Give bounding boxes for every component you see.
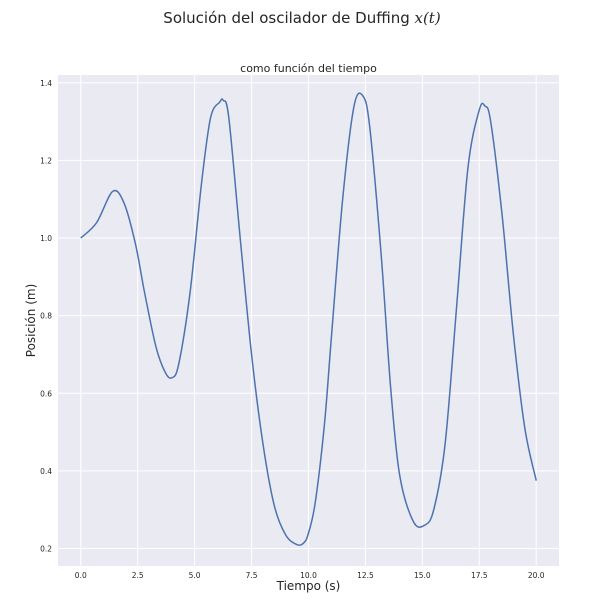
x-tick-label: 20.0 (528, 571, 545, 580)
x-tick-label: 15.0 (414, 571, 431, 580)
axes-title: como función del tiempo (240, 62, 377, 75)
y-tick-labels: 0.2 0.4 0.6 0.8 1.0 1.2 1.4 (40, 79, 52, 554)
y-tick-label: 0.2 (40, 545, 52, 554)
x-tick-label: 0.0 (75, 571, 87, 580)
x-axis-label: Tiempo (s) (276, 579, 341, 593)
y-tick-label: 1.0 (40, 234, 52, 243)
x-tick-label: 10.0 (300, 571, 317, 580)
y-tick-label: 1.2 (40, 156, 52, 165)
x-tick-labels: 0.0 2.5 5.0 7.5 10.0 12.5 15.0 17.5 20.0 (75, 571, 545, 580)
series-layer (80, 92, 537, 546)
y-axis-label: Posición (m) (24, 284, 38, 357)
y-tick-label: 0.8 (40, 312, 52, 321)
x-tick-label: 17.5 (471, 571, 488, 580)
series-line-0 (80, 92, 537, 546)
suptitle-text: Solución del oscilador de Duffing (163, 9, 415, 27)
x-tick-label: 5.0 (189, 571, 201, 580)
x-tick-label: 2.5 (132, 571, 144, 580)
grid-lines (58, 75, 559, 566)
y-tick-label: 1.4 (40, 79, 52, 88)
figure-suptitle: Solución del oscilador de Duffing x(t) (0, 9, 604, 27)
suptitle-symbol: x(t) (414, 9, 441, 27)
x-tick-label: 7.5 (246, 571, 258, 580)
y-tick-label: 0.4 (40, 467, 52, 476)
y-tick-label: 0.6 (40, 389, 52, 398)
x-tick-label: 12.5 (357, 571, 374, 580)
